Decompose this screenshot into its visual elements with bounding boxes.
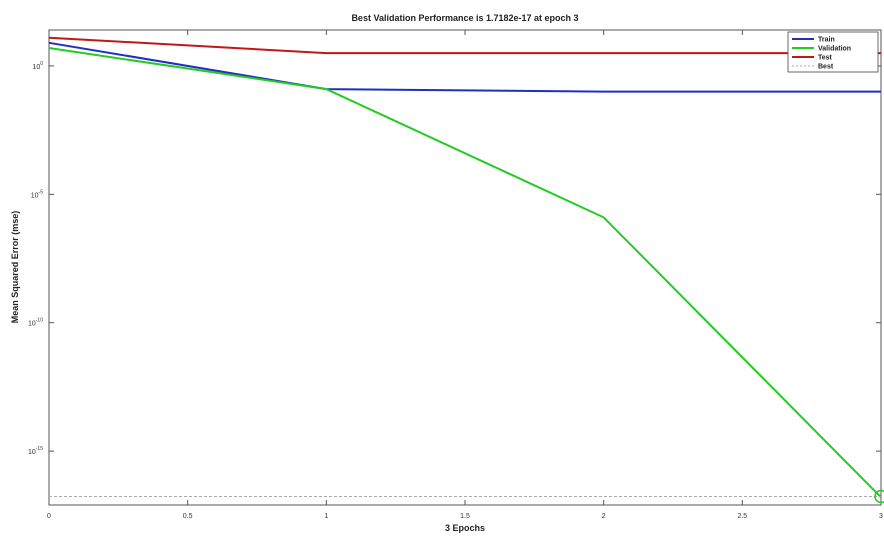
y-tick-label: 100	[32, 61, 43, 71]
legend-label-test: Test	[818, 55, 833, 62]
x-tick-label: 1	[324, 513, 328, 520]
legend-label-validation: Validation	[818, 46, 851, 53]
x-tick-label: 0	[47, 513, 51, 520]
y-tick-label: 10-10	[28, 318, 43, 328]
series-line-train	[48, 41, 881, 93]
x-axis-label: 3 Epochs	[445, 523, 485, 533]
x-tick-label: 2.5	[737, 513, 747, 520]
x-tick-label: 1.5	[460, 513, 470, 520]
x-tick-label: 3	[879, 513, 883, 520]
plot-area	[48, 29, 882, 506]
axis-ticks: 0 0.5 1 1.5 2 2.5 3 100 10-5 10-10 10-15	[28, 30, 883, 520]
legend-label-best: Best	[818, 64, 834, 71]
y-tick-label: 10-5	[31, 189, 43, 199]
y-tick-label: 10-15	[28, 446, 43, 456]
legend-label-train: Train	[818, 37, 835, 44]
y-axis-label: Mean Squared Error (mse)	[10, 211, 20, 324]
series-line-test	[48, 36, 881, 55]
best-point-marker	[874, 489, 884, 504]
series-group	[48, 36, 884, 504]
legend: Train Validation Test Best	[787, 31, 879, 73]
x-tick-label: 2	[602, 513, 606, 520]
series-line-validation	[48, 47, 882, 499]
x-tick-label: 0.5	[183, 513, 193, 520]
chart-title: Best Validation Performance is 1.7182e-1…	[351, 13, 578, 23]
